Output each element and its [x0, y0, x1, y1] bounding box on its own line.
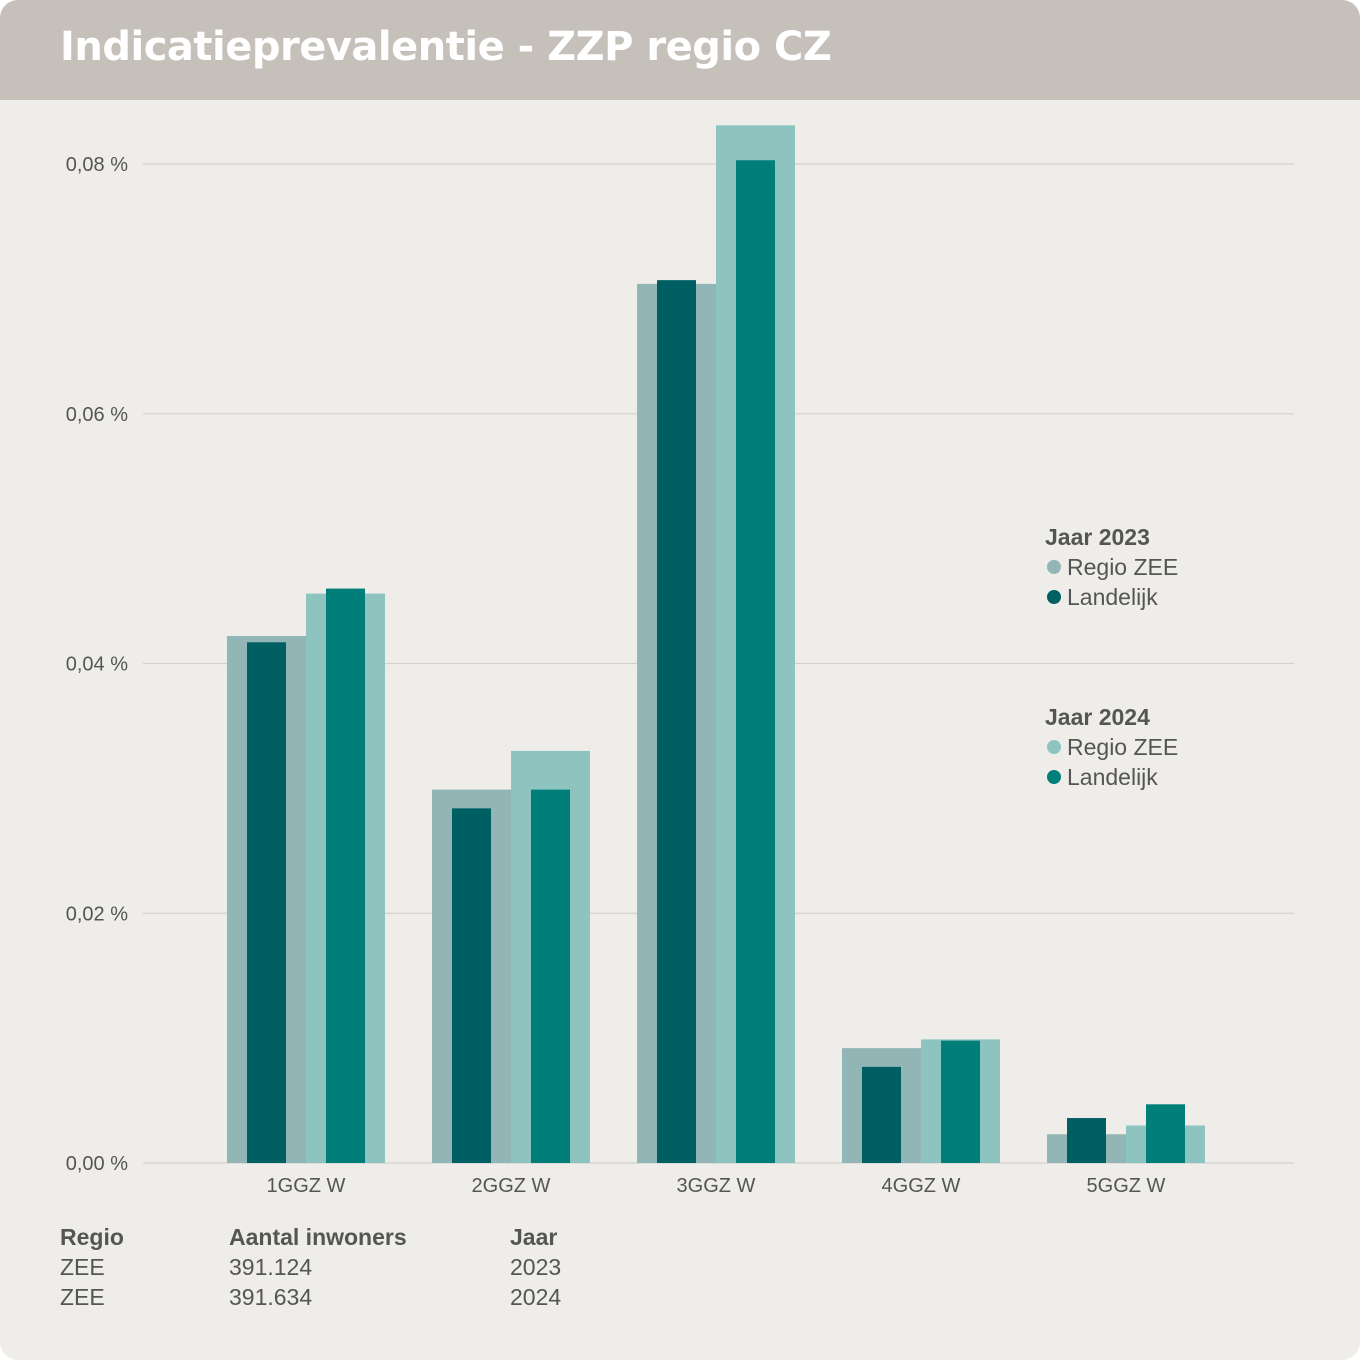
header-bar: Indicatieprevalentie - ZZP regio CZ — [0, 0, 1360, 100]
y-tick-label: 0,08 % — [66, 154, 128, 176]
y-axis-ticks: 0,00 % 0,02 % 0,04 % 0,06 % 0,08 % — [66, 154, 128, 1175]
bar-landelijk-2024 — [1146, 1104, 1185, 1163]
bar-landelijk-2023 — [862, 1066, 901, 1163]
legend-item: Landelijk — [1045, 582, 1178, 612]
legend-item: Regio ZEE — [1045, 732, 1178, 762]
legend-title: Jaar 2024 — [1045, 704, 1150, 730]
legend-label: Landelijk — [1067, 584, 1158, 610]
x-axis-ticks: 1GGZ W 2GGZ W 3GGZ W 4GGZ W 5GGZ W — [267, 1175, 1166, 1197]
info-cell: ZEE — [60, 1284, 105, 1310]
info-cell: 391.634 — [229, 1284, 313, 1310]
bar-landelijk-2023 — [1067, 1118, 1106, 1163]
bar-landelijk-2023 — [657, 280, 696, 1163]
x-tick-label: 1GGZ W — [267, 1175, 346, 1197]
legend-label: Regio ZEE — [1067, 734, 1179, 760]
info-col-regio: Regio ZEE ZEE — [60, 1222, 124, 1312]
y-tick-label: 0,00 % — [66, 1153, 128, 1175]
info-header: Jaar — [510, 1224, 558, 1250]
bar-landelijk-2023 — [247, 642, 286, 1163]
bars — [227, 125, 1205, 1164]
legend-label: Regio ZEE — [1067, 554, 1179, 580]
y-tick-label: 0,06 % — [66, 404, 128, 426]
y-tick-label: 0,04 % — [66, 654, 128, 676]
legend-dot-icon — [1047, 740, 1061, 754]
legend-label: Landelijk — [1067, 764, 1158, 790]
legend-dot-icon — [1047, 590, 1061, 604]
bar-landelijk-2024 — [326, 588, 365, 1163]
legend-2024: Jaar 2024 Regio ZEE Landelijk — [1045, 702, 1178, 792]
info-col-inwoners: Aantal inwoners 391.124 391.634 — [229, 1222, 407, 1312]
legend-item: Regio ZEE — [1045, 552, 1178, 582]
legend-dot-icon — [1047, 770, 1061, 784]
info-header: Aantal inwoners — [229, 1224, 407, 1250]
bar-landelijk-2023 — [452, 808, 491, 1163]
y-tick-label: 0,02 % — [66, 903, 128, 925]
bar-landelijk-2024 — [736, 160, 775, 1163]
x-tick-label: 2GGZ W — [472, 1175, 551, 1197]
legend-dot-icon — [1047, 560, 1061, 574]
info-cell: 2023 — [510, 1254, 562, 1280]
info-col-jaar: Jaar 2023 2024 — [510, 1222, 561, 1312]
x-tick-label: 4GGZ W — [882, 1175, 961, 1197]
bar-landelijk-2024 — [941, 1040, 980, 1163]
legend-title: Jaar 2023 — [1045, 524, 1150, 550]
info-header: Regio — [60, 1224, 124, 1250]
info-cell: 2024 — [510, 1284, 562, 1310]
legend-item: Landelijk — [1045, 762, 1178, 792]
legend-2023: Jaar 2023 Regio ZEE Landelijk — [1045, 522, 1178, 612]
info-cell: ZEE — [60, 1254, 105, 1280]
chart-title: Indicatieprevalentie - ZZP regio CZ — [60, 24, 832, 70]
info-cell: 391.124 — [229, 1254, 313, 1280]
bar-landelijk-2024 — [531, 789, 570, 1163]
x-tick-label: 5GGZ W — [1087, 1175, 1166, 1197]
x-tick-label: 3GGZ W — [677, 1175, 756, 1197]
